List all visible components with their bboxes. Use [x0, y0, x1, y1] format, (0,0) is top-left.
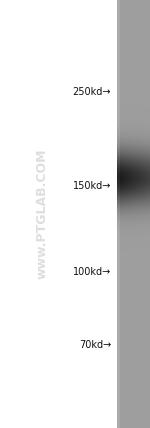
Bar — [0, 0, 117, 428]
Text: 150kd→: 150kd→ — [73, 181, 111, 191]
Text: www.PTGLAB.COM: www.PTGLAB.COM — [36, 149, 48, 279]
Text: 100kd→: 100kd→ — [73, 267, 111, 277]
Text: 250kd→: 250kd→ — [72, 87, 111, 97]
Text: 70kd→: 70kd→ — [79, 339, 111, 350]
